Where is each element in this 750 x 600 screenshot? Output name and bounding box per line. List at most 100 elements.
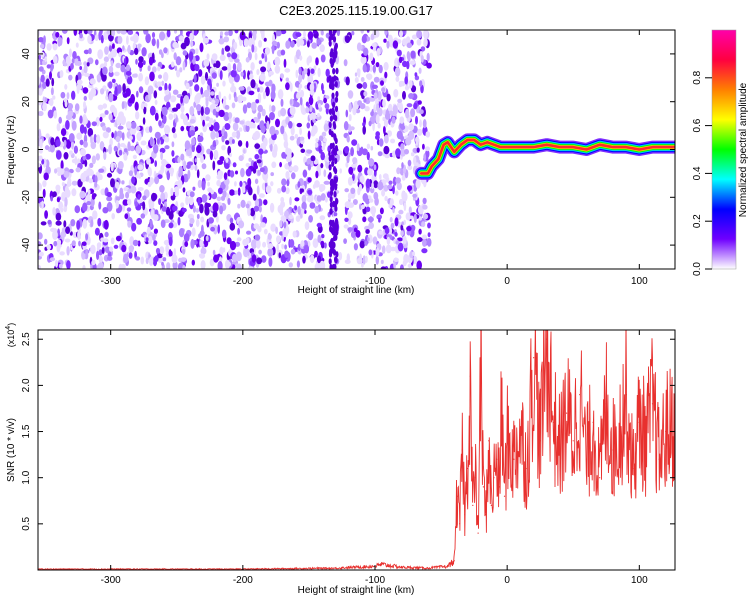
- noise-mark: [404, 85, 410, 91]
- snr-point: [572, 440, 574, 442]
- noise-mark: [395, 190, 399, 196]
- noise-mark: [163, 47, 168, 54]
- noise-mark: [109, 138, 113, 147]
- noise-mark: [164, 136, 170, 143]
- noise-mark: [345, 161, 349, 168]
- noise-mark: [258, 148, 264, 155]
- y-tick-label: 20: [21, 96, 32, 108]
- noise-mark: [314, 142, 319, 148]
- noise-mark: [406, 42, 413, 49]
- snr-point: [599, 477, 601, 479]
- noise-mark: [247, 177, 252, 187]
- noise-mark: [223, 111, 230, 122]
- noise-mark: [137, 164, 144, 171]
- noise-mark: [369, 52, 374, 62]
- noise-mark: [45, 166, 51, 175]
- noise-mark: [189, 118, 196, 124]
- noise-mark: [189, 217, 195, 225]
- noise-mark: [162, 257, 167, 262]
- noise-mark: [83, 61, 88, 66]
- noise-mark: [422, 204, 428, 210]
- noise-mark: [142, 195, 147, 201]
- noise-mark: [400, 125, 406, 130]
- noise-mark: [88, 178, 94, 184]
- noise-mark: [166, 262, 171, 269]
- noise-mark: [325, 68, 330, 78]
- noise-mark: [132, 154, 137, 160]
- noise-mark: [174, 30, 177, 34]
- noise-mark: [344, 217, 349, 222]
- noise-mark: [56, 197, 61, 203]
- noise-mark: [415, 115, 418, 125]
- noise-mark: [354, 77, 359, 83]
- noise-mark: [61, 182, 65, 187]
- noise-mark: [289, 239, 295, 248]
- noise-mark: [366, 151, 370, 161]
- noise-mark: [385, 244, 392, 254]
- noise-mark: [218, 91, 222, 100]
- noise-mark: [418, 216, 422, 221]
- noise-mark: [38, 76, 41, 86]
- noise-mark: [322, 89, 325, 95]
- noise-mark: [191, 144, 195, 153]
- noise-mark: [333, 176, 337, 183]
- noise-mark: [205, 203, 211, 208]
- noise-mark: [280, 98, 284, 107]
- noise-mark: [323, 123, 329, 132]
- noise-mark: [425, 149, 430, 159]
- noise-mark: [97, 262, 104, 269]
- noise-mark: [285, 171, 290, 179]
- noise-mark: [163, 71, 169, 82]
- noise-mark: [267, 233, 272, 240]
- noise-mark: [258, 193, 265, 198]
- noise-mark: [378, 230, 384, 235]
- noise-mark: [260, 125, 266, 134]
- noise-mark: [38, 54, 41, 60]
- noise-mark: [124, 213, 129, 220]
- noise-mark: [296, 38, 301, 48]
- noise-mark: [362, 216, 367, 223]
- noise-mark: [149, 136, 154, 146]
- noise-mark: [127, 141, 131, 152]
- noise-mark: [39, 43, 45, 49]
- noise-mark: [166, 30, 171, 38]
- noise-mark: [328, 75, 332, 82]
- noise-mark: [332, 113, 336, 120]
- noise-mark: [227, 197, 231, 206]
- noise-mark: [323, 180, 330, 185]
- noise-mark: [97, 217, 102, 227]
- noise-mark: [46, 64, 51, 69]
- noise-mark: [401, 190, 406, 201]
- noise-mark: [221, 145, 226, 151]
- noise-mark: [373, 92, 378, 100]
- noise-mark: [362, 255, 366, 265]
- y-tick-label: 1.0: [21, 470, 32, 484]
- noise-mark: [73, 145, 78, 154]
- noise-mark: [383, 61, 389, 71]
- noise-mark: [186, 122, 192, 127]
- noise-mark: [386, 236, 391, 245]
- y-tick-label: 2.0: [21, 378, 32, 392]
- noise-mark: [108, 92, 114, 103]
- noise-mark: [313, 82, 317, 93]
- noise-mark: [264, 47, 271, 55]
- noise-mark: [46, 244, 52, 250]
- noise-mark: [371, 84, 378, 90]
- noise-mark: [100, 237, 105, 242]
- noise-mark: [122, 45, 125, 51]
- noise-mark: [343, 59, 348, 67]
- noise-mark: [195, 208, 200, 213]
- noise-mark: [204, 206, 210, 216]
- noise-mark: [423, 213, 429, 220]
- noise-mark: [190, 40, 194, 48]
- noise-mark: [125, 64, 131, 71]
- snr-point: [519, 430, 522, 433]
- noise-mark: [254, 198, 259, 208]
- noise-mark: [252, 30, 257, 36]
- colorbar-ticks: 0.0 0.2 0.4 0.6 0.8: [692, 70, 712, 276]
- noise-mark: [165, 163, 172, 169]
- noise-mark: [374, 197, 379, 206]
- noise-mark: [306, 195, 313, 203]
- noise-mark: [384, 153, 390, 159]
- noise-mark: [319, 44, 325, 53]
